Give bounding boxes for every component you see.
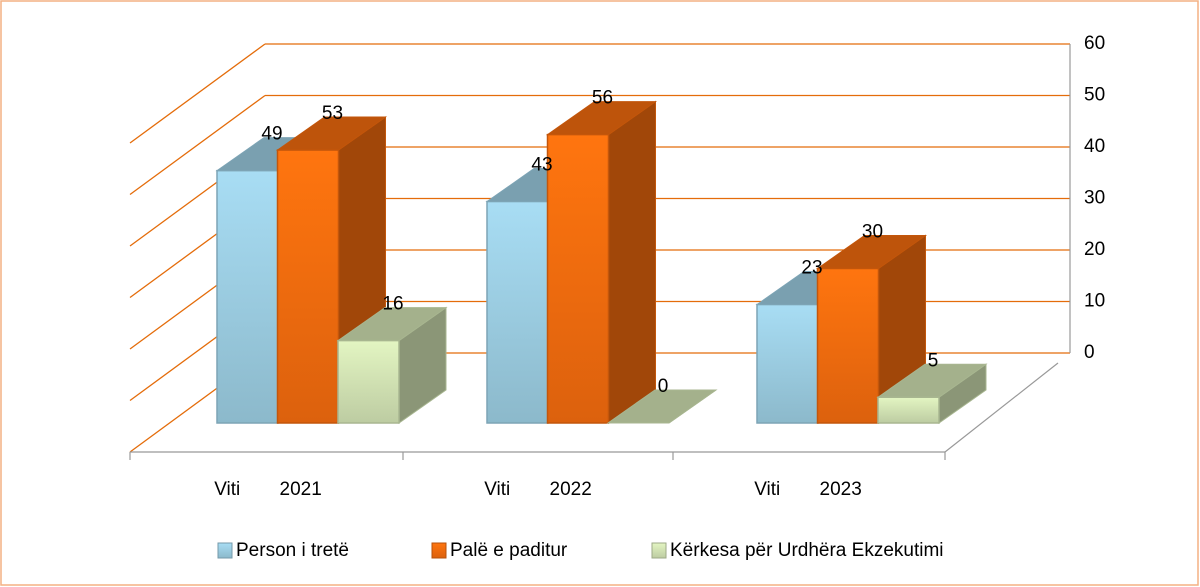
bar-top xyxy=(606,389,718,424)
data-label: 5 xyxy=(928,350,939,371)
data-label: 43 xyxy=(531,155,552,176)
data-label: 49 xyxy=(261,124,282,145)
bar xyxy=(276,149,340,424)
x-tick-label: Viti 2022 xyxy=(484,479,592,500)
y-tick-label: 40 xyxy=(1084,136,1105,157)
bar-side xyxy=(608,100,656,424)
bar xyxy=(877,396,940,424)
y-tick-label: 0 xyxy=(1084,342,1095,363)
legend-swatch xyxy=(431,542,447,559)
bar xyxy=(816,267,880,424)
data-label: 30 xyxy=(862,222,883,243)
bar xyxy=(486,200,549,424)
legend-label: Person i tretë xyxy=(236,540,349,561)
data-label: 56 xyxy=(592,88,613,109)
data-label: 23 xyxy=(801,258,822,279)
y-tick-label: 50 xyxy=(1084,85,1105,106)
y-tick-label: 30 xyxy=(1084,188,1105,209)
x-tick-label: Viti 2021 xyxy=(214,479,322,500)
y-tick-label: 60 xyxy=(1084,33,1105,54)
legend-label: Palë e paditur xyxy=(450,540,568,561)
y-tick-label: 10 xyxy=(1084,291,1105,312)
bar xyxy=(337,339,400,424)
legend-label: Kërkesa për Urdhëra Ekzekutimi xyxy=(670,540,944,561)
legend-swatch xyxy=(217,542,233,559)
bar xyxy=(546,133,610,424)
data-label: 53 xyxy=(322,103,343,124)
bar xyxy=(216,169,279,424)
bar xyxy=(756,303,819,424)
side-grid-line xyxy=(129,43,266,144)
bars xyxy=(215,100,988,424)
side-grid-line xyxy=(129,94,266,196)
y-tick-label: 20 xyxy=(1084,239,1105,260)
floor-right xyxy=(944,362,1059,453)
x-tick-label: Viti 2023 xyxy=(754,479,862,500)
legend-swatch xyxy=(651,542,667,559)
data-label: 0 xyxy=(658,376,669,397)
data-label: 16 xyxy=(382,294,403,315)
